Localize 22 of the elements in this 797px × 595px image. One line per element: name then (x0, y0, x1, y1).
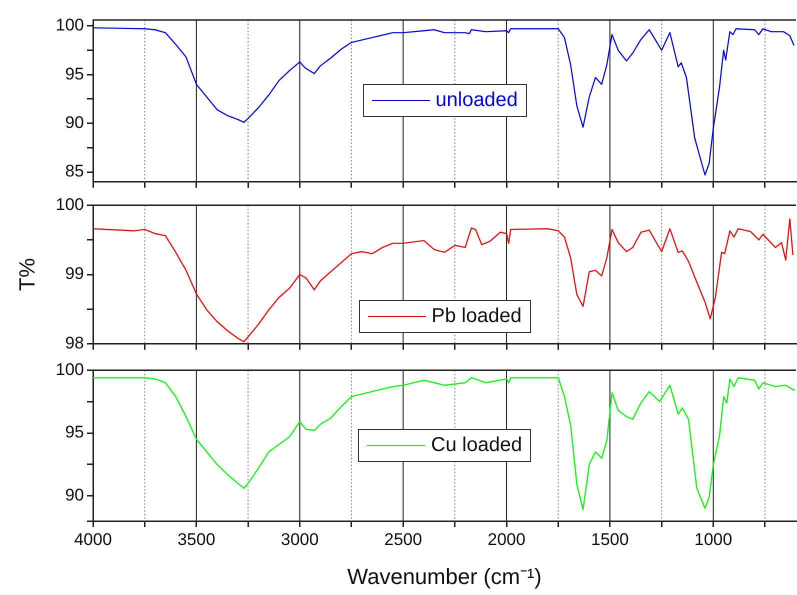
x-tick-label: 4000 (74, 530, 112, 549)
y-axis-title: T% (14, 258, 40, 291)
x-tick-label: 3000 (280, 530, 319, 549)
x-tick-label: 3500 (177, 530, 216, 549)
y-tick-label: 99 (65, 264, 84, 284)
y-tick-label: 90 (65, 113, 84, 132)
y-tick-label: 90 (65, 486, 84, 505)
x-tick-label: 1000 (694, 530, 732, 549)
y-tick-label: 95 (65, 422, 84, 442)
x-tick-label: 2500 (384, 530, 422, 549)
x-tick-label: 2000 (488, 530, 526, 549)
y-tick-label: 98 (65, 333, 84, 352)
x-tick-label: 1500 (591, 530, 629, 549)
legend-label: Cu loaded (431, 434, 522, 458)
y-tick-label: 100 (56, 360, 84, 379)
y-tick-label: 100 (56, 16, 84, 35)
legend-label: Pb loaded (432, 304, 522, 328)
y-tick-label: 100 (56, 194, 84, 214)
y-tick-label: 85 (65, 162, 84, 181)
y-tick-label: 95 (65, 64, 84, 84)
legend-label: unloaded (436, 89, 518, 112)
x-axis-title: Wavenumber (cm⁻¹) (347, 564, 542, 589)
